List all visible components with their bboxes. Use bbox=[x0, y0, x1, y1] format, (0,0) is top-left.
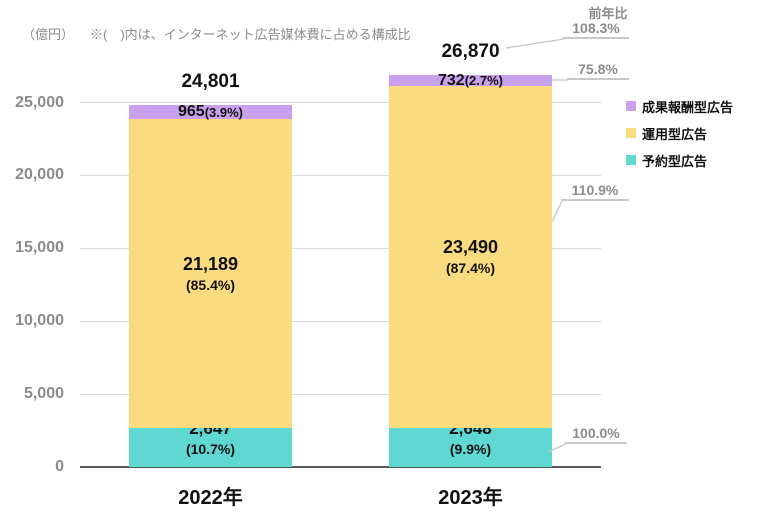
segment-share: (3.9%) bbox=[204, 104, 243, 120]
segment-label: 732 (2.7%) bbox=[389, 72, 552, 89]
legend-swatch-yellow-icon bbox=[626, 128, 636, 138]
gridline bbox=[80, 393, 601, 395]
legend-label: 予約型広告 bbox=[642, 153, 708, 169]
segment-share: (9.9%) bbox=[449, 441, 492, 458]
segment-share: (87.4%) bbox=[445, 260, 496, 277]
x-axis-category-label: 2022年 bbox=[178, 487, 243, 509]
segment-value: 965 bbox=[178, 103, 205, 121]
x-axis-category-label: 2023年 bbox=[438, 487, 503, 509]
segment-share: (10.7%) bbox=[185, 441, 236, 458]
bar-segment-成果報酬型広告: 965 (3.9%) bbox=[129, 103, 292, 121]
gridline bbox=[80, 102, 601, 103]
leader-line-programmatic bbox=[551, 200, 563, 223]
segment-share: (2.7%) bbox=[464, 73, 503, 89]
y-axis-tick-label: 25,000 bbox=[15, 93, 64, 111]
segment-label: 21,189 (85.4%) bbox=[129, 253, 292, 295]
y-axis-tick-label: 15,000 bbox=[15, 239, 64, 257]
bar-segment-予約型広告: 2,647 (10.7%) bbox=[129, 419, 292, 467]
unit-label: （億円） bbox=[22, 27, 75, 42]
legend: 成果報酬型広告 運用型広告 予約型広告 bbox=[626, 99, 733, 180]
y-axis-tick-label: 20,000 bbox=[15, 166, 64, 184]
y-axis-tick-label: 0 bbox=[55, 458, 64, 475]
legend-label: 運用型広告 bbox=[642, 126, 708, 142]
bar-segment-運用型広告: 21,189 (85.4%) bbox=[129, 119, 292, 429]
gridline bbox=[80, 320, 601, 322]
segment-label: 965 (3.9%) bbox=[129, 103, 292, 121]
composition-note: ※( )内は、インターネット広告媒体費に占める構成比 bbox=[90, 27, 411, 42]
legend-item-reservation: 予約型広告 bbox=[626, 153, 733, 169]
bar-total-label: 26,870 bbox=[441, 41, 500, 63]
gridline bbox=[80, 247, 601, 249]
bar-segment-運用型広告: 23,490 (87.4%) bbox=[389, 85, 552, 429]
yoy-value-reservation: 100.0% bbox=[565, 425, 627, 444]
gridline bbox=[80, 174, 601, 176]
legend-item-programmatic: 運用型広告 bbox=[626, 126, 733, 142]
yoy-column-title: 前年比 bbox=[588, 6, 628, 21]
segment-value: 21,189 bbox=[182, 253, 239, 274]
segment-label: 23,490 (87.4%) bbox=[389, 236, 552, 278]
legend-swatch-purple-icon bbox=[626, 101, 636, 111]
yoy-value-total: 108.3% bbox=[563, 20, 629, 39]
segment-value: 23,490 bbox=[442, 237, 499, 258]
segment-value: 732 bbox=[438, 71, 465, 89]
y-axis-tick-label: 5,000 bbox=[23, 385, 64, 403]
x-axis-line bbox=[80, 466, 601, 468]
segment-share: (85.4%) bbox=[185, 276, 236, 293]
bar-total-label: 24,801 bbox=[181, 71, 240, 93]
bar-segment-予約型広告: 2,648 (9.9%) bbox=[389, 419, 552, 467]
legend-swatch-teal-icon bbox=[626, 155, 636, 165]
bar-segment-成果報酬型広告: 732 (2.7%) bbox=[389, 72, 552, 89]
y-axis-tick-label: 10,000 bbox=[15, 312, 64, 330]
legend-item-performance: 成果報酬型広告 bbox=[626, 99, 734, 115]
legend-label: 成果報酬型広告 bbox=[642, 99, 734, 115]
yoy-value-programmatic: 110.9% bbox=[561, 182, 629, 201]
yoy-value-performance: 75.8% bbox=[567, 61, 629, 80]
axis-unit-note: （億円） ※( )内は、インターネット広告媒体費に占める構成比 bbox=[22, 24, 411, 43]
